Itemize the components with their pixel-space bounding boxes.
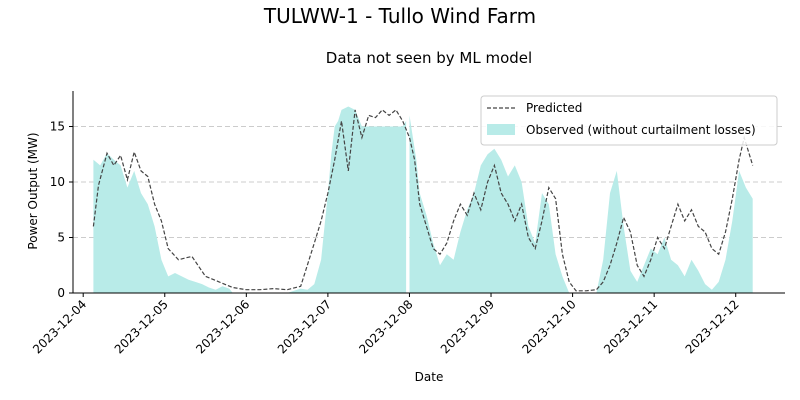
- observed-area-segment: [409, 115, 570, 294]
- x-tick-label: 2023-12-07: [275, 297, 334, 356]
- legend-label-predicted: Predicted: [526, 101, 582, 115]
- y-tick-label: 5: [57, 231, 65, 245]
- plot-area: [73, 106, 785, 294]
- y-tick-label: 10: [50, 175, 65, 189]
- x-tick-label: 2023-12-12: [683, 297, 742, 356]
- x-tick-label: 2023-12-05: [112, 297, 171, 356]
- x-tick-label: 2023-12-09: [438, 297, 497, 356]
- x-tick-label: 2023-12-10: [520, 297, 579, 356]
- y-tick-label: 15: [50, 120, 65, 134]
- legend: Predicted Observed (without curtailment …: [480, 95, 778, 146]
- observed-area-segment: [287, 106, 407, 293]
- x-axis-title: Date: [415, 370, 444, 384]
- chart-title: TULWW-1 - Tullo Wind Farm: [263, 4, 536, 28]
- x-tick-label: 2023-12-06: [193, 297, 252, 356]
- x-tick-label: 2023-12-04: [30, 297, 89, 356]
- observed-area-segment: [596, 170, 753, 293]
- x-axis-ticks: 2023-12-04 2023-12-05 2023-12-06 2023-12-07…: [30, 293, 742, 356]
- legend-swatch-observed: [487, 124, 515, 135]
- legend-box: [480, 95, 778, 146]
- y-tick-label: 0: [57, 286, 65, 300]
- y-axis-title: Power Output (MW): [26, 132, 40, 249]
- chart-subtitle: Data not seen by ML model: [326, 49, 532, 67]
- y-axis-ticks: 0 5 10 15: [50, 120, 73, 300]
- predicted-line: [92, 109, 754, 292]
- x-tick-label: 2023-12-11: [601, 297, 660, 356]
- x-tick-label: 2023-12-08: [356, 297, 415, 356]
- observed-area-segment: [93, 153, 233, 293]
- legend-label-observed: Observed (without curtailment losses): [526, 123, 756, 137]
